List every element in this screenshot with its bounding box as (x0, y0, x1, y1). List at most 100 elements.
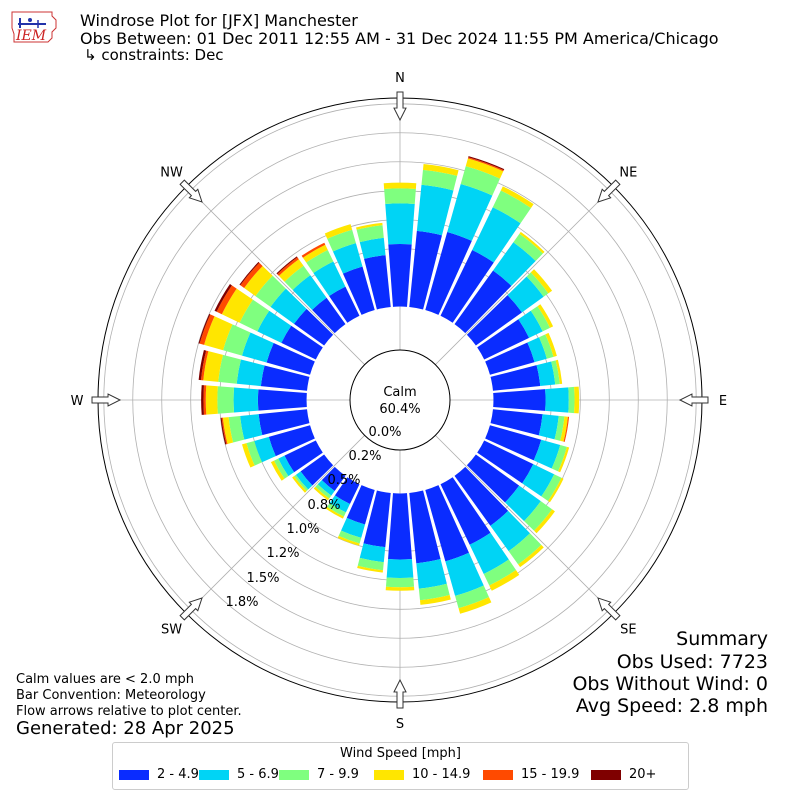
chart-subtitle-constraints: ↳ constraints: Dec (84, 46, 224, 64)
bar-segment-220-3 (313, 486, 330, 501)
bar-segment-160-1 (445, 552, 484, 596)
bar-segment-270-2 (217, 386, 235, 414)
flow-arrow-icon (678, 393, 709, 407)
flow-arrow-icon (91, 393, 122, 407)
bar-segment-320-3 (278, 259, 304, 282)
footer-flow-arrows-note: Flow arrows relative to plot center. (16, 704, 242, 719)
bar-segment-210-1 (329, 495, 350, 513)
bar-segment-10-0 (409, 230, 442, 310)
bar-segment-310-5 (239, 261, 260, 286)
bar-segment-230-1 (295, 471, 313, 490)
legend-label: 15 - 19.9 (521, 767, 580, 782)
compass-label-nw: NW (160, 166, 183, 181)
bar-segment-260-3 (222, 417, 234, 444)
legend-label: 5 - 6.9 (237, 767, 279, 782)
bar-segment-250-0 (268, 425, 315, 457)
bar-segment-0-1 (385, 203, 415, 245)
bar-segment-330-4 (301, 242, 326, 258)
bar-segment-250-1 (254, 436, 276, 463)
bar-segment-180-1 (386, 559, 414, 579)
bar-segment-220-0 (321, 466, 346, 491)
bar-segment-280-2 (218, 354, 241, 384)
bar-segment-350-0 (364, 255, 391, 310)
bar-segment-160-3 (458, 597, 492, 614)
flow-arrow-icon (179, 179, 203, 203)
summary-avg-speed: Avg Speed: 2.8 mph (575, 695, 768, 717)
legend-label: 7 - 9.9 (317, 767, 359, 782)
bar-segment-340-0 (342, 266, 375, 315)
bar-segment-290-3 (204, 316, 233, 351)
radial-tick-label: 0.2% (348, 449, 381, 464)
bar-segment-90-3 (574, 386, 580, 414)
bar-segment-150-3 (489, 570, 520, 591)
bar-segment-30-1 (472, 207, 521, 263)
bar-segment-320-1 (292, 275, 327, 310)
bar-segment-100-4 (563, 416, 570, 442)
bar-segment-220-2 (315, 484, 332, 499)
bar-segment-270-5 (201, 385, 204, 415)
bar-segment-70-1 (527, 337, 547, 363)
bar-segment-120-1 (522, 464, 555, 497)
bar-segment-180-3 (385, 586, 415, 591)
bar-segment-10-1 (416, 184, 454, 236)
bar-segment-300-4 (216, 285, 237, 315)
bar-segment-70-2 (539, 334, 554, 359)
bar-segment-190-3 (357, 565, 384, 573)
bar-segment-170-3 (419, 594, 451, 605)
bar-segment-310-0 (294, 308, 334, 346)
flow-arrow-icon (393, 678, 407, 709)
bar-segment-200-1 (341, 517, 365, 538)
bar-segment-300-0 (281, 325, 323, 360)
bar-segment-30-2 (492, 190, 532, 224)
bar-segment-190-2 (357, 557, 384, 571)
bar-segment-60-2 (530, 306, 550, 332)
bar-segment-290-5 (198, 313, 211, 344)
bar-segment-340-1 (332, 243, 363, 274)
bar-segment-80-0 (490, 365, 541, 391)
bar-segment-240-0 (284, 440, 323, 473)
legend-label: 2 - 4.9 (157, 767, 199, 782)
bar-segment-60-0 (477, 319, 530, 360)
bar-segment-90-0 (493, 389, 546, 411)
bar-segment-190-1 (359, 543, 386, 563)
bar-segment-290-0 (266, 342, 315, 375)
bar-segment-110-3 (558, 446, 570, 473)
bar-segment-340-2 (327, 229, 356, 252)
chart-title: Windrose Plot for [JFX] Manchester (80, 11, 358, 30)
bar-segment-230-3 (292, 476, 307, 493)
bar-segment-210-0 (334, 477, 360, 505)
bar-segment-160-0 (425, 485, 469, 562)
bar-segment-280-0 (260, 365, 310, 391)
bar-segment-130-0 (466, 454, 520, 503)
legend: Wind Speed [mph] 2 - 4.9 5 - 6.9 7 - 9.9 10… (112, 742, 689, 790)
bar-segment-230-2 (294, 474, 309, 492)
bar-segment-150-0 (440, 477, 491, 545)
generated-date: Generated: 28 Apr 2025 (16, 718, 235, 739)
bar-segment-40-1 (493, 242, 536, 286)
bar-segment-230-0 (300, 454, 334, 486)
bar-segment-30-3 (500, 186, 534, 208)
bar-segment-350-1 (359, 237, 386, 259)
bar-segment-150-2 (483, 559, 516, 586)
bar-segment-70-0 (485, 342, 535, 375)
compass-label-w: W (71, 394, 84, 409)
bar-segment-40-2 (513, 233, 543, 261)
bar-segment-100-0 (490, 409, 543, 436)
iem-logo: IEM (8, 8, 60, 50)
radial-tick-label: 0.5% (327, 473, 360, 488)
bar-segment-160-2 (455, 585, 489, 609)
legend-swatch (119, 770, 149, 780)
bar-segment-320-2 (284, 265, 311, 291)
bar-segment-330-2 (306, 250, 334, 274)
bar-segment-80-2 (551, 360, 560, 385)
bar-segment-330-1 (313, 261, 346, 297)
bar-segment-90-2 (568, 386, 575, 414)
bar-segment-270-4 (203, 385, 207, 415)
bar-segment-260-2 (228, 415, 245, 443)
svg-text:IEM: IEM (15, 28, 47, 44)
bar-segment-60-1 (518, 310, 543, 338)
legend-swatch (199, 770, 229, 780)
bar-segment-10-3 (422, 164, 459, 176)
bar-segment-300-5 (214, 284, 232, 312)
legend-label: 20+ (629, 767, 657, 782)
